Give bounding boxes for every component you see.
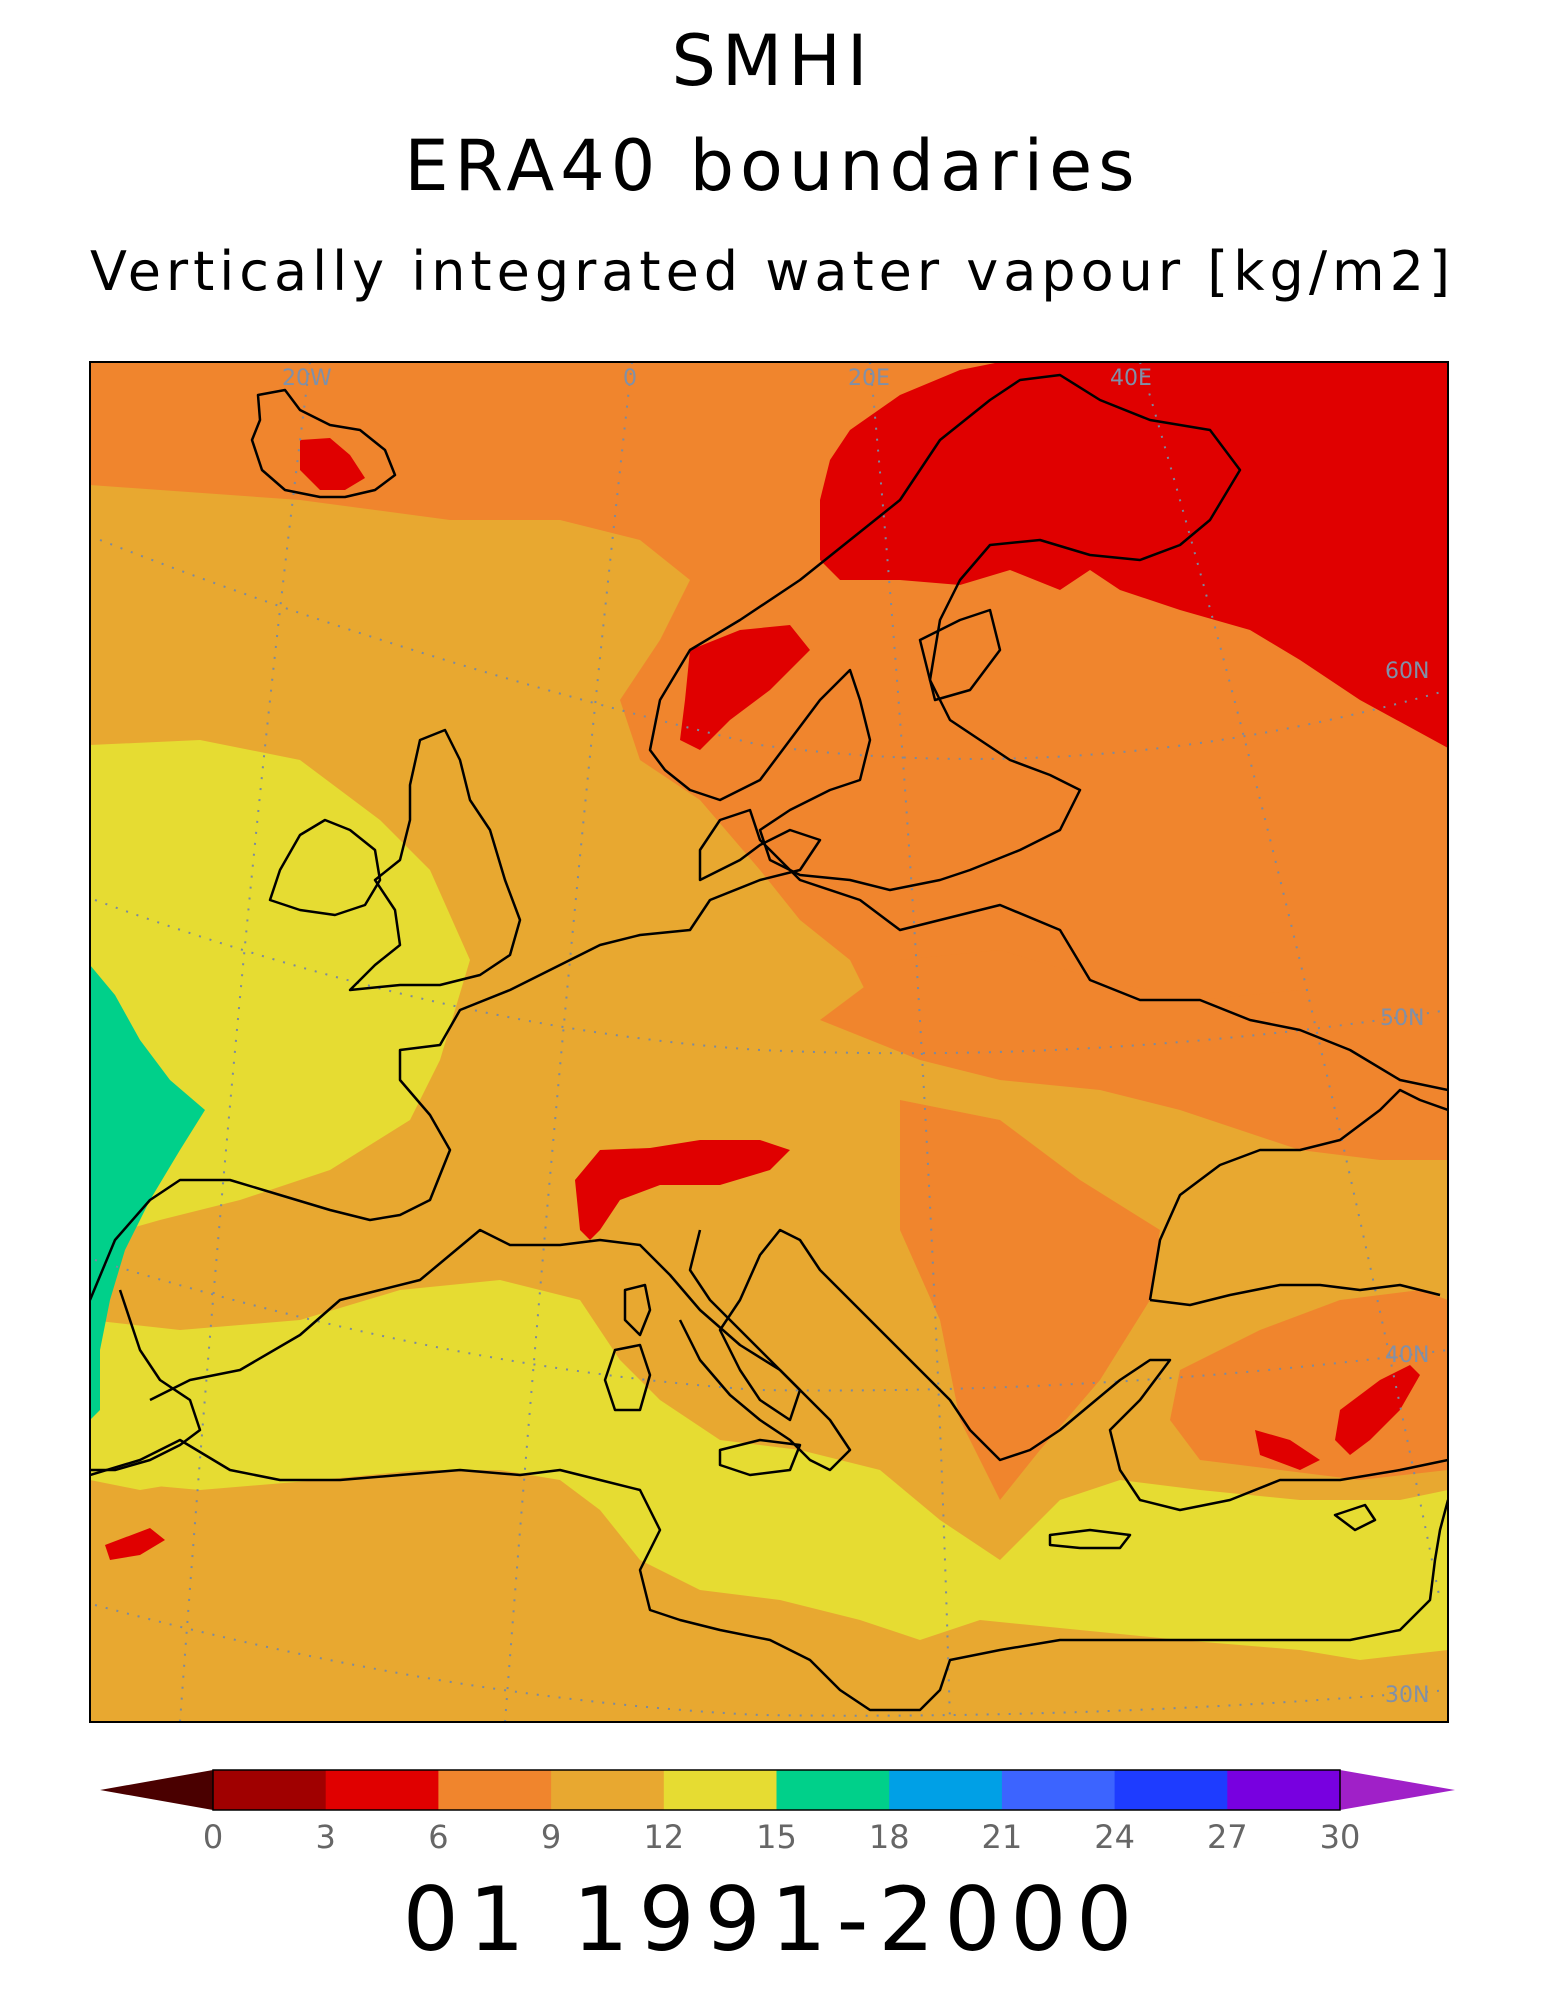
colorbar-box-0 xyxy=(213,1770,327,1810)
colorbar-tick-9: 9 xyxy=(541,1818,561,1856)
coast-ireland xyxy=(268,818,382,917)
parallel-40n xyxy=(94,1259,1448,1392)
lon-label-40e: 40E xyxy=(1110,366,1152,391)
lat-label-50n: 50N xyxy=(1380,1006,1424,1031)
colorbar-tick-12: 12 xyxy=(643,1818,684,1856)
lon-label-20w: 20W xyxy=(282,366,332,391)
coast-mainland xyxy=(90,808,1448,1301)
colorbar-boxes xyxy=(213,1770,1341,1810)
colorbar-tick-3: 3 xyxy=(316,1818,336,1856)
coast-blacksea xyxy=(1148,1088,1448,1301)
field-orange-balkans xyxy=(900,1100,1160,1500)
coast-italy xyxy=(678,1229,852,1472)
field-green-atlantic xyxy=(90,965,205,1420)
coast-sicily xyxy=(718,1438,802,1477)
lon-label-0: 0 xyxy=(623,366,637,391)
coast-scandinavia xyxy=(648,373,1242,892)
coast-blacksea-south xyxy=(1149,1283,1441,1307)
title-variable: Vertically integrated water vapour [kg/m… xyxy=(89,240,1456,303)
coast-crete xyxy=(1048,1528,1132,1550)
field-red-scandinavia-russia xyxy=(820,362,1448,748)
colorbar-box-1 xyxy=(325,1770,439,1810)
meridian-20e xyxy=(869,362,951,1722)
coast-finland-baltic xyxy=(918,608,1002,702)
field-red-turkey-south xyxy=(1255,1430,1320,1470)
colorbar-below-arrow xyxy=(100,1770,213,1810)
coast-med-north xyxy=(149,1228,1448,1512)
lat-label-30n: 30N xyxy=(1385,1683,1429,1708)
coast-sardinia xyxy=(603,1343,652,1412)
colorbar-box-6 xyxy=(889,1770,1003,1810)
colorbar-tick-30: 30 xyxy=(1320,1818,1361,1856)
map-frame xyxy=(89,361,1449,1723)
field-red-norway xyxy=(680,625,810,750)
colorbar: 0 3 6 9 12 15 18 21 24 27 30 xyxy=(100,1769,1455,1856)
field-orange-turkey xyxy=(1170,1290,1448,1480)
shaded-field xyxy=(90,362,1448,1722)
field-yellow-iberia xyxy=(90,1370,240,1490)
field-red-alps xyxy=(575,1140,790,1240)
colorbar-box-9 xyxy=(1227,1770,1341,1810)
parallel-50n xyxy=(94,899,1448,1055)
graticule xyxy=(94,362,1448,1722)
colorbar-tick-27: 27 xyxy=(1207,1818,1248,1856)
lon-label-20e: 20E xyxy=(848,366,890,391)
colorbar-tick-18: 18 xyxy=(869,1818,910,1856)
lat-label-60n: 60N xyxy=(1385,659,1429,684)
lat-label-40n: 40N xyxy=(1385,1343,1429,1368)
coast-britain xyxy=(348,728,522,992)
field-orange-centraleurope xyxy=(820,950,1448,1160)
colorbar-box-8 xyxy=(1114,1770,1228,1810)
colorbar-tick-15: 15 xyxy=(756,1818,797,1856)
colorbar-tick-6: 6 xyxy=(428,1818,448,1856)
coast-africa xyxy=(90,1438,1448,1712)
parallel-60n xyxy=(99,539,1448,760)
colorbar-above-arrow xyxy=(1340,1770,1455,1810)
coastlines xyxy=(90,373,1448,1712)
colorbar-box-4 xyxy=(663,1770,777,1810)
title-agency: SMHI xyxy=(671,20,874,102)
colorbar-tick-21: 21 xyxy=(982,1818,1023,1856)
field-yellow-mediterranean xyxy=(90,1280,1448,1660)
coast-corsica xyxy=(623,1283,652,1337)
coast-iberia xyxy=(90,1289,202,1472)
field-red-turkey xyxy=(1335,1365,1420,1455)
field-red-atlas xyxy=(105,1528,165,1560)
period-label: 01 1991-2000 xyxy=(402,1868,1143,1971)
coast-iceland xyxy=(250,388,397,499)
colorbar-box-7 xyxy=(1001,1770,1116,1810)
colorbar-tick-0: 0 xyxy=(203,1818,223,1856)
coast-cyprus xyxy=(1333,1503,1377,1532)
colorbar-tick-24: 24 xyxy=(1094,1818,1135,1856)
colorbar-outline xyxy=(212,1769,1341,1811)
field-red-iceland xyxy=(300,438,365,490)
colorbar-tick-labels: 0 3 6 9 12 15 18 21 24 27 30 xyxy=(203,1818,1361,1856)
title-experiment: ERA40 boundaries xyxy=(404,125,1141,207)
colorbar-box-5 xyxy=(776,1770,890,1810)
grid-labels: 20W 0 20E 40E 60N 50N 40N 30N xyxy=(282,366,1429,1708)
colorbar-box-2 xyxy=(438,1770,552,1810)
colorbar-box-3 xyxy=(551,1770,665,1810)
